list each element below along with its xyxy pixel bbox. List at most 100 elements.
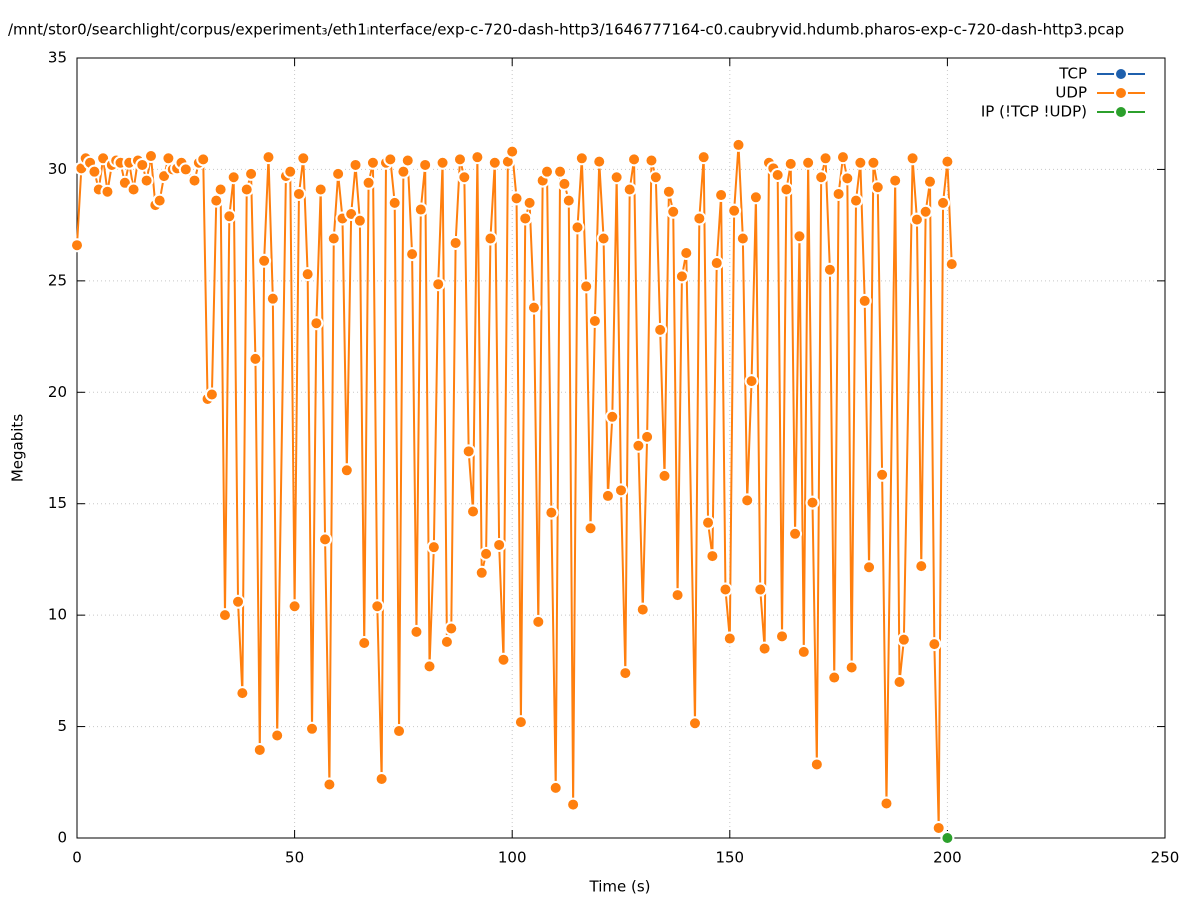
data-point bbox=[452, 152, 467, 167]
data-point bbox=[879, 796, 894, 811]
data-point bbox=[305, 721, 320, 736]
data-point bbox=[217, 608, 232, 623]
data-point bbox=[461, 444, 476, 459]
data-point bbox=[931, 820, 946, 835]
data-point bbox=[448, 235, 463, 250]
data-point bbox=[566, 797, 581, 812]
data-point bbox=[905, 151, 920, 166]
data-point bbox=[822, 262, 837, 277]
data-point bbox=[862, 560, 877, 575]
data-point bbox=[661, 184, 676, 199]
data-point bbox=[627, 152, 642, 167]
data-point bbox=[744, 374, 759, 389]
data-point bbox=[257, 253, 272, 268]
data-point bbox=[853, 155, 868, 170]
data-point bbox=[831, 186, 846, 201]
data-point bbox=[666, 204, 681, 219]
data-point bbox=[352, 213, 367, 228]
x-tick-label: 250 bbox=[1151, 849, 1180, 867]
data-point bbox=[152, 193, 167, 208]
data-point bbox=[731, 137, 746, 152]
data-point bbox=[592, 154, 607, 169]
data-point bbox=[748, 190, 763, 205]
data-point bbox=[505, 144, 520, 159]
data-point bbox=[526, 300, 541, 315]
data-point bbox=[618, 666, 633, 681]
data-point bbox=[574, 151, 589, 166]
data-point bbox=[435, 155, 450, 170]
data-point bbox=[583, 521, 598, 536]
x-tick-label: 50 bbox=[285, 849, 304, 867]
data-point bbox=[835, 150, 850, 165]
data-point bbox=[940, 831, 955, 845]
data-point bbox=[470, 150, 485, 165]
data-point bbox=[213, 182, 228, 197]
data-point bbox=[287, 599, 302, 614]
data-point bbox=[365, 155, 380, 170]
data-point bbox=[857, 293, 872, 308]
data-point bbox=[439, 634, 454, 649]
data-point bbox=[875, 467, 890, 482]
data-point bbox=[426, 540, 441, 555]
data-point bbox=[918, 204, 933, 219]
data-point bbox=[139, 173, 154, 188]
data-point bbox=[727, 203, 742, 218]
data-point bbox=[674, 269, 689, 284]
data-point bbox=[640, 429, 655, 444]
data-point bbox=[318, 532, 333, 547]
legend-label: UDP bbox=[1055, 84, 1087, 102]
data-point bbox=[722, 631, 737, 646]
data-point bbox=[479, 546, 494, 561]
legend-marker bbox=[1114, 86, 1128, 100]
data-point bbox=[940, 154, 955, 169]
data-point bbox=[531, 614, 546, 629]
data-point bbox=[178, 162, 193, 177]
data-point bbox=[370, 599, 385, 614]
data-point bbox=[231, 594, 246, 609]
data-point bbox=[648, 170, 663, 185]
data-point bbox=[936, 195, 951, 210]
data-point bbox=[818, 151, 833, 166]
data-point bbox=[383, 152, 398, 167]
data-point bbox=[705, 549, 720, 564]
data-point bbox=[405, 247, 420, 262]
data-point bbox=[896, 632, 911, 647]
data-point bbox=[944, 257, 959, 272]
x-tick-label: 200 bbox=[933, 849, 962, 867]
data-point bbox=[474, 565, 489, 580]
x-tick-label: 150 bbox=[715, 849, 744, 867]
data-point bbox=[718, 582, 733, 597]
data-point bbox=[927, 637, 942, 652]
data-point bbox=[870, 180, 885, 195]
legend-marker bbox=[1114, 67, 1128, 81]
data-point bbox=[770, 168, 785, 182]
data-point bbox=[70, 238, 84, 253]
x-axis-label: Time (s) bbox=[589, 878, 651, 896]
data-point bbox=[631, 438, 646, 453]
data-point bbox=[509, 191, 524, 206]
data-point bbox=[814, 170, 829, 185]
y-tick-label: 25 bbox=[48, 271, 67, 289]
data-point bbox=[844, 660, 859, 675]
data-point bbox=[483, 231, 498, 246]
data-point bbox=[513, 715, 528, 730]
data-point bbox=[422, 659, 437, 674]
data-point bbox=[196, 152, 211, 167]
data-point bbox=[779, 182, 794, 197]
data-point bbox=[226, 170, 241, 185]
data-point bbox=[849, 193, 864, 208]
data-point bbox=[801, 155, 816, 170]
data-point bbox=[322, 777, 337, 792]
data-point bbox=[553, 164, 568, 179]
data-point bbox=[557, 176, 572, 191]
data-point bbox=[270, 728, 285, 743]
data-point bbox=[466, 504, 481, 519]
y-tick-label: 5 bbox=[57, 717, 67, 735]
data-point bbox=[866, 155, 881, 170]
data-point bbox=[387, 195, 402, 210]
data-point bbox=[348, 157, 363, 172]
data-point bbox=[252, 742, 267, 757]
data-point bbox=[261, 150, 276, 165]
